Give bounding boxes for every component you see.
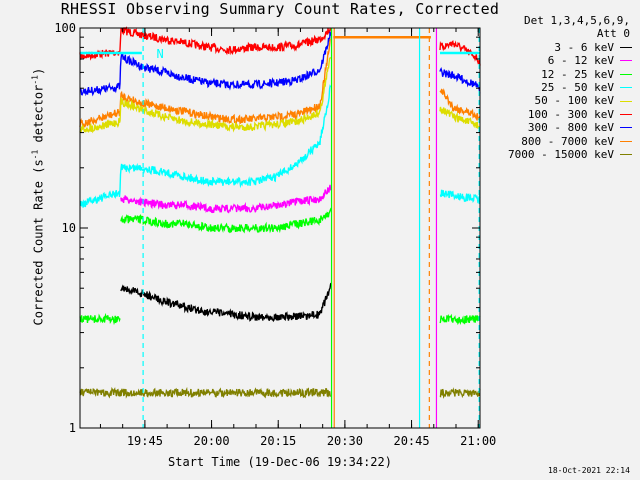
- tick-labels-layer: 19:45 20:00 20:15 20:30 20:45 21:00 1 10 100: [54, 21, 496, 448]
- annotation-flag: N: [156, 47, 163, 61]
- series-line-3-6kev-seg0: [120, 282, 332, 323]
- y-axis-label-main: Corrected Count Rate (s: [31, 159, 46, 326]
- legend-item-label: 7000 - 15000 keV: [508, 147, 614, 161]
- legend-item-label: 12 - 25 keV: [541, 67, 614, 81]
- generated-timestamp: 18-Oct-2021 22:14: [548, 466, 630, 475]
- legend-item-label: 800 - 7000 keV: [521, 134, 614, 148]
- legend-swatch: [620, 100, 632, 102]
- y-tick-label: 100: [54, 21, 76, 35]
- series-line-800-7000kev-seg0: [79, 38, 332, 129]
- x-tick-label: 20:00: [193, 434, 229, 448]
- legend-swatch: [620, 127, 632, 129]
- legend-swatch: [620, 87, 632, 89]
- y-axis-label-sup2: -1: [30, 75, 40, 85]
- legend-swatch: [620, 60, 632, 62]
- legend-item: 25 - 50 keV: [484, 81, 634, 94]
- y-tick-label: 1: [69, 421, 76, 435]
- legend-swatch: [620, 154, 632, 156]
- legend-header-attenuator: Att 0: [596, 27, 630, 41]
- marker-lines-layer: [142, 28, 480, 428]
- legend-item-label: 25 - 50 keV: [541, 80, 614, 94]
- series-line-7000-15000kev-seg0: [79, 386, 332, 399]
- series-line-100-300kev-seg0: [79, 26, 332, 61]
- legend-item-label: 50 - 100 keV: [534, 94, 614, 108]
- series-line-25-50kev-seg0: [79, 84, 332, 209]
- y-axis-label-mid: detector: [31, 84, 46, 150]
- x-tick-label: 19:45: [127, 434, 163, 448]
- series-line-25-50kev-seg2: [439, 189, 481, 204]
- x-tick-label: 20:30: [327, 434, 363, 448]
- annotations-layer: N: [156, 47, 163, 61]
- series-line-300-800kev-seg1: [439, 66, 481, 94]
- legend-entries: 3 - 6 keV 6 - 12 keV 12 - 25 keV 25 - 50 ke…: [484, 41, 634, 162]
- series-line-800-7000kev-seg2: [439, 88, 481, 122]
- legend-swatch: [620, 47, 632, 48]
- y-axis-label-end: ): [31, 67, 46, 76]
- legend-item: 12 - 25 keV: [484, 68, 634, 81]
- x-tick-label: 20:15: [260, 434, 296, 448]
- axes-layer: [79, 27, 481, 429]
- series-line-100-300kev-seg1: [439, 39, 481, 66]
- series-line-7000-15000kev-seg1: [439, 387, 481, 399]
- legend-item: 50 - 100 keV: [484, 94, 634, 107]
- y-axis-label-sup1: -1: [30, 149, 40, 160]
- legend-item-label: 3 - 6 keV: [554, 40, 614, 54]
- chart-title: RHESSI Observing Summary Count Rates, Co…: [60, 0, 500, 18]
- legend-item: 3 - 6 keV: [484, 41, 634, 54]
- legend-item-label: 100 - 300 keV: [527, 107, 614, 121]
- series-line-12-25kev-seg2: [439, 313, 481, 326]
- legend-item: 7000 - 15000 keV: [484, 148, 634, 161]
- x-axis-label: Start Time (19-Dec-06 19:34:22): [168, 455, 392, 469]
- legend-item: 800 - 7000 keV: [484, 135, 634, 148]
- series-line-6-12kev-seg0: [120, 184, 332, 214]
- series-line-50-100kev-seg0: [79, 56, 332, 134]
- legend-item: 6 - 12 keV: [484, 54, 634, 67]
- legend-item-label: 6 - 12 keV: [547, 54, 614, 68]
- legend-swatch: [620, 73, 632, 75]
- series-line-300-800kev-seg0: [79, 31, 332, 97]
- y-tick-label: 10: [62, 221, 76, 235]
- legend-swatch: [620, 140, 632, 142]
- legend-swatch: [620, 113, 632, 115]
- x-tick-label: 21:00: [460, 434, 496, 448]
- legend-header-detectors: Det 1,3,4,5,6,9,: [524, 14, 630, 27]
- series-layer: [79, 26, 481, 399]
- legend-item: 100 - 300 keV: [484, 108, 634, 121]
- series-line-12-25kev-seg1: [120, 207, 332, 234]
- legend-item: 300 - 800 keV: [484, 121, 634, 134]
- legend: Det 1,3,4,5,6,9, Att 0 3 - 6 keV 6 - 12 k…: [484, 14, 634, 161]
- y-axis-label: Corrected Count Rate (s-1 detector-1): [30, 68, 46, 326]
- series-line-12-25kev-seg0: [79, 312, 121, 326]
- legend-item-label: 300 - 800 keV: [527, 121, 614, 135]
- series-line-50-100kev-seg1: [439, 106, 480, 129]
- x-tick-label: 20:45: [393, 434, 429, 448]
